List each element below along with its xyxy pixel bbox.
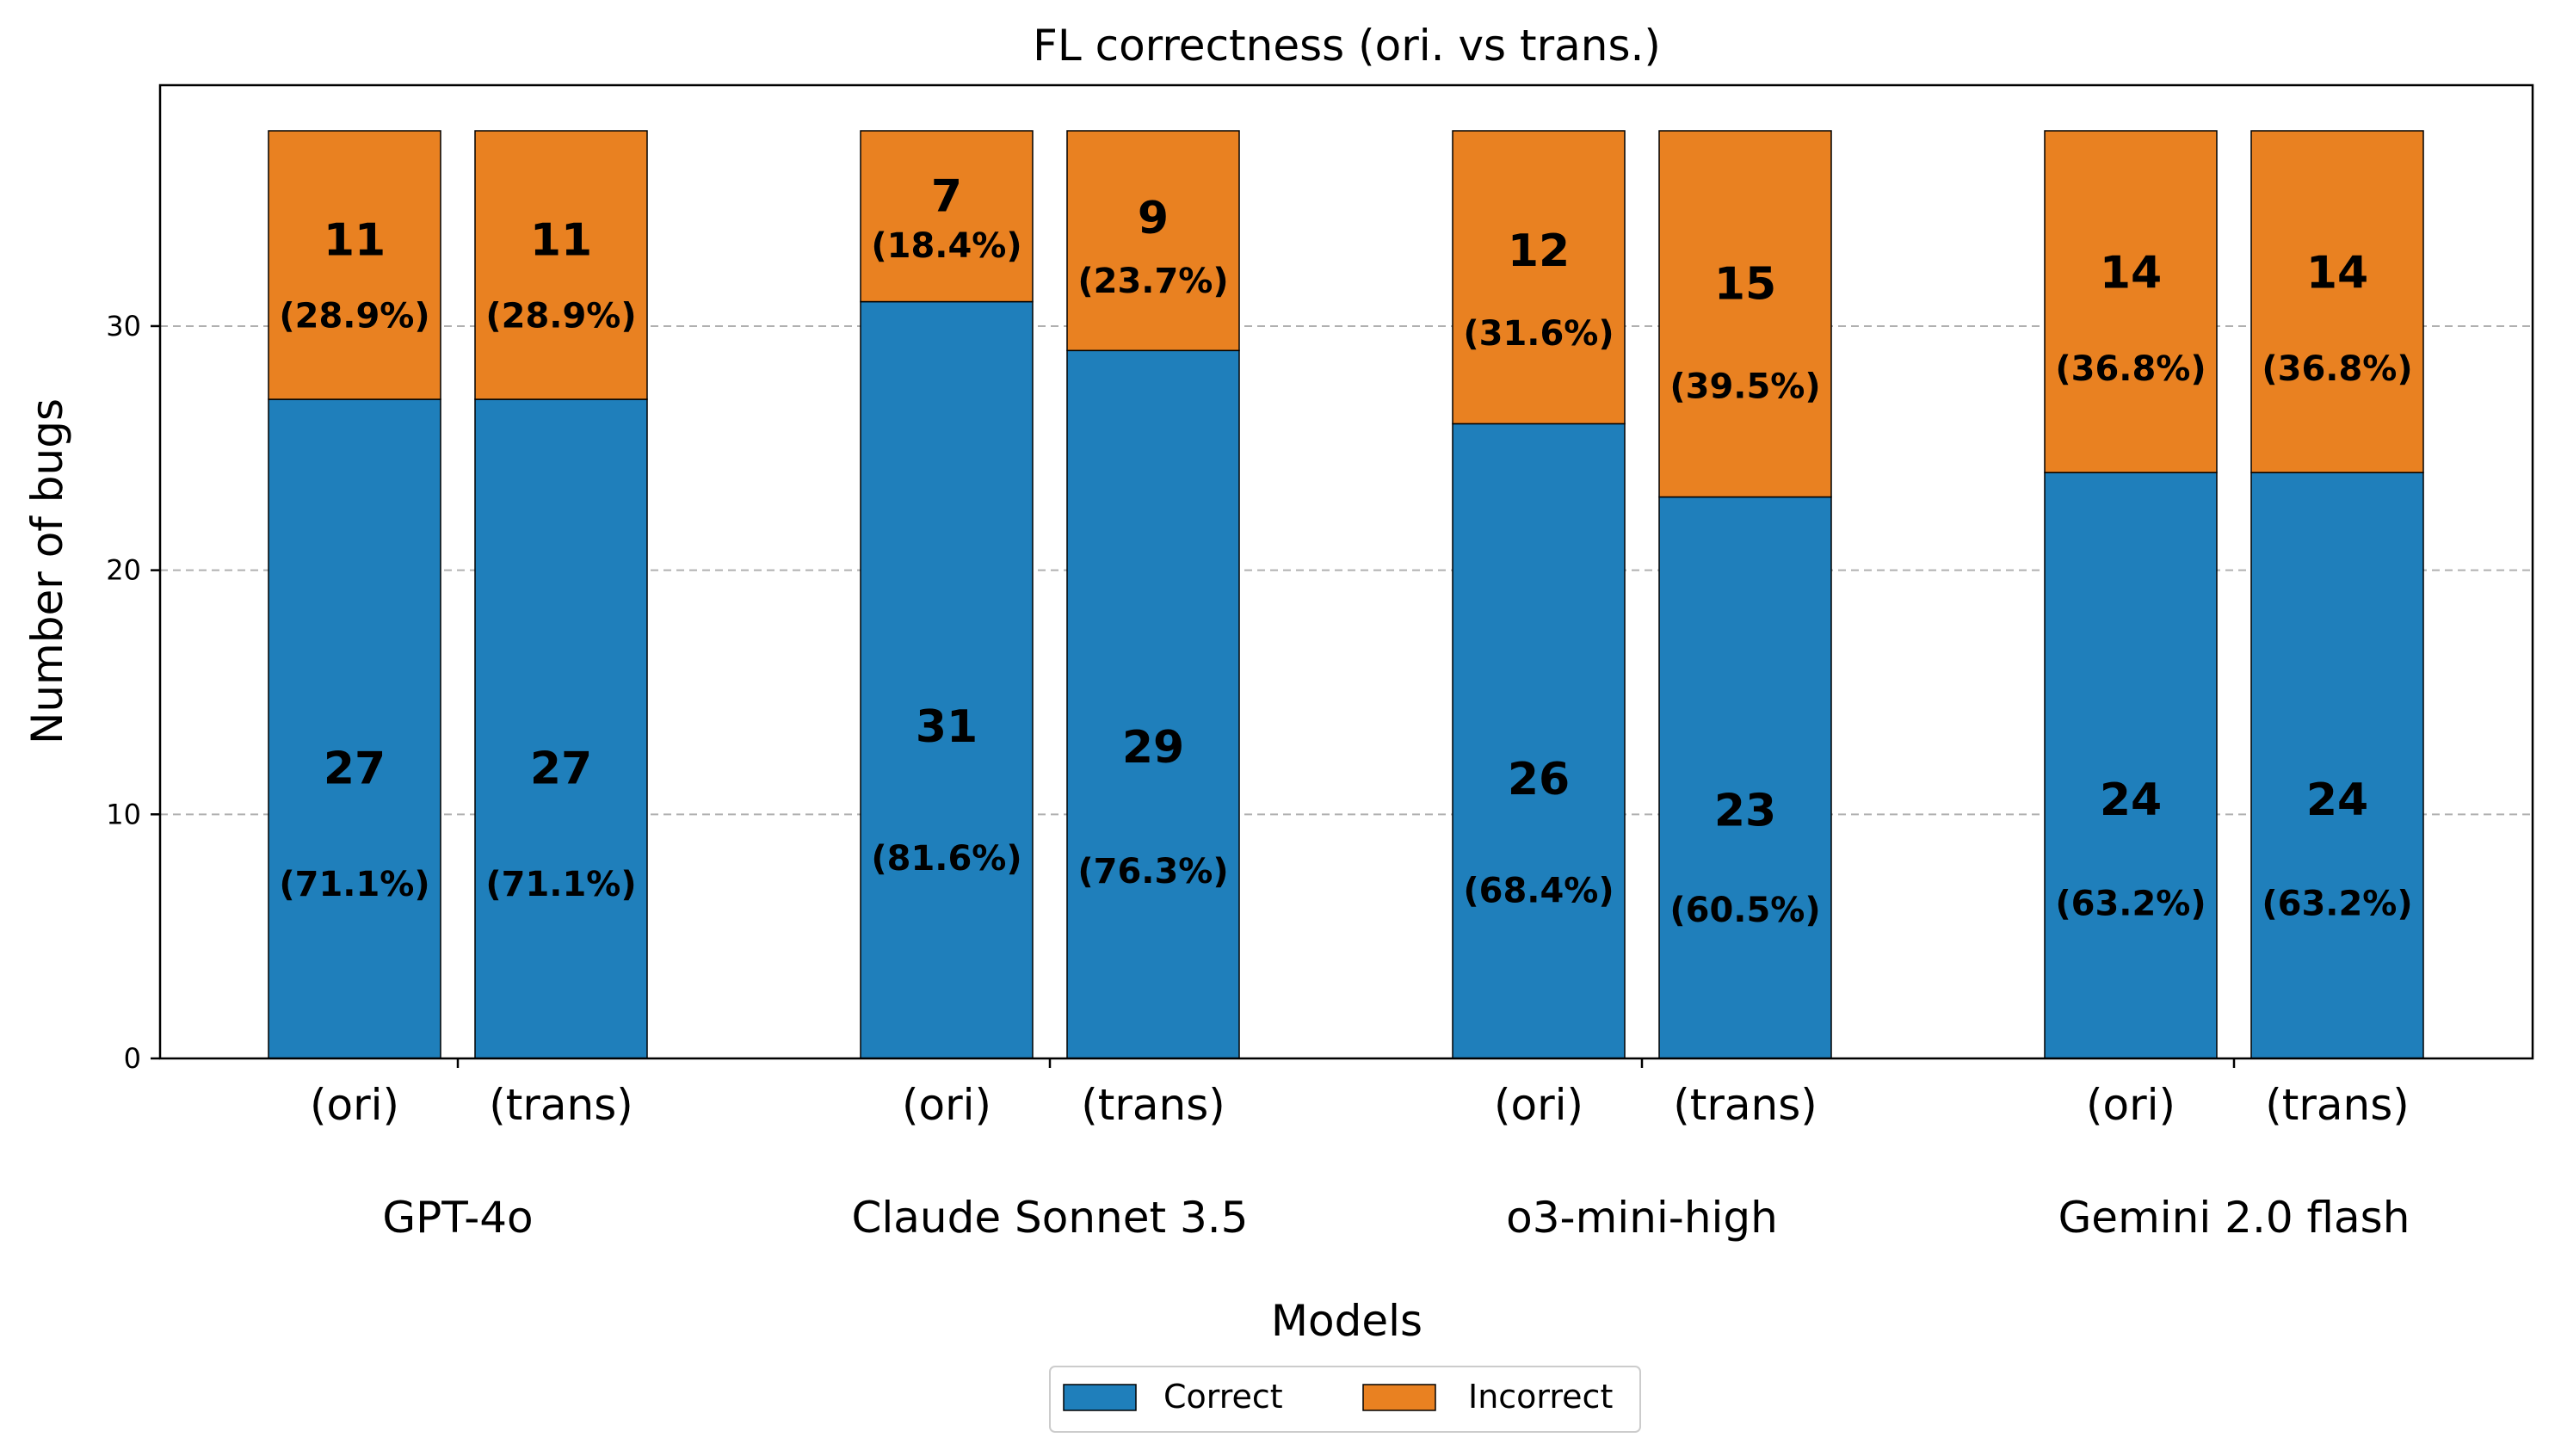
bar-value-label: 31 (916, 701, 978, 753)
legend-box (1049, 1366, 1641, 1433)
x-sub-label: (trans) (2265, 1080, 2410, 1130)
bar-value-label: 29 (1122, 722, 1184, 774)
bar-percent-label: (18.4%) (871, 226, 1021, 266)
y-tick-label: 0 (124, 1042, 141, 1075)
bar-value-label: 7 (931, 170, 962, 222)
x-sub-label: (trans) (1081, 1080, 1225, 1130)
bar-correct (1658, 496, 1832, 1059)
bar-value-label: 26 (1508, 754, 1570, 805)
bar-percent-label: (31.6%) (1463, 314, 1614, 354)
bar-value-label: 14 (2306, 248, 2368, 299)
bar-value-label: 14 (2100, 248, 2162, 299)
bar-correct (1066, 349, 1240, 1059)
bar-correct (860, 300, 1034, 1059)
y-axis: 0 10 20 30 (106, 310, 160, 1075)
x-axis-label: Models (1271, 1296, 1423, 1346)
bar-value-label: 27 (324, 743, 386, 795)
bar-percent-label: (28.9%) (279, 297, 429, 336)
bar-value-label: 9 (1138, 193, 1169, 244)
x-sub-label: (ori) (902, 1080, 991, 1130)
bar-incorrect (860, 130, 1034, 303)
bar-percent-label: (68.4%) (1463, 872, 1614, 911)
x-group-label: Claude Sonnet 3.5 (851, 1193, 1248, 1243)
x-sub-label: (ori) (1494, 1080, 1583, 1130)
x-sub-label: (trans) (489, 1080, 633, 1130)
bar-percent-label: (23.7%) (1077, 262, 1228, 301)
bar-incorrect (2044, 130, 2218, 473)
chart-title: FL correctness (ori. vs trans.) (1033, 21, 1661, 71)
bar-percent-label: (71.1%) (485, 865, 636, 904)
bar-percent-label: (63.2%) (2262, 885, 2412, 924)
bar-percent-label: (63.2%) (2055, 885, 2206, 924)
bar-incorrect (1658, 130, 1832, 498)
x-group-label: GPT-4o (382, 1193, 533, 1243)
bar-value-label: 27 (530, 743, 592, 795)
bar-incorrect (268, 130, 441, 400)
bar-correct (2044, 472, 2218, 1059)
x-axis: GPT-4o (ori) (trans) Claude Sonnet 3.5 (ori)… (310, 1058, 2410, 1243)
x-sub-label: (ori) (310, 1080, 399, 1130)
bar-incorrect (474, 130, 648, 400)
bar-value-label: 23 (1714, 785, 1776, 836)
bar-percent-label: (39.5%) (1669, 367, 1820, 406)
bar-value-label: 11 (324, 214, 386, 266)
y-tick-label: 10 (106, 798, 141, 830)
bar-incorrect (2250, 130, 2424, 473)
bar-percent-label: (36.8%) (2262, 349, 2412, 389)
legend-swatch-correct (1063, 1384, 1137, 1411)
x-group-label: o3-mini-high (1506, 1193, 1778, 1243)
bar-incorrect (1066, 130, 1240, 352)
bar-percent-label: (81.6%) (871, 839, 1021, 879)
bar-percent-label: (36.8%) (2055, 349, 2206, 389)
bar-correct (474, 398, 648, 1059)
bar-value-label: 15 (1714, 258, 1776, 310)
bars: 27 (71.1%) 11 (28.9%) 27 (71.1%) 11 (28.9%) 31 (8… (268, 130, 2424, 1059)
y-tick-label: 30 (106, 310, 141, 342)
legend: Correct Incorrect (1049, 1366, 1641, 1433)
x-group-label: Gemini 2.0 flash (2058, 1193, 2410, 1243)
bar-percent-label: (60.5%) (1669, 891, 1820, 930)
x-sub-label: (trans) (1673, 1080, 1818, 1130)
legend-label-correct: Correct (1163, 1378, 1283, 1416)
x-sub-label: (ori) (2086, 1080, 2175, 1130)
y-axis-label: Number of bugs (22, 398, 72, 744)
bar-value-label: 12 (1508, 225, 1570, 277)
plot-frame (158, 83, 2534, 1060)
bar-incorrect (1452, 130, 1626, 425)
bar-value-label: 24 (2306, 774, 2368, 826)
bar-correct (268, 398, 441, 1059)
y-tick-label: 20 (106, 554, 141, 587)
bar-value-label: 24 (2100, 774, 2162, 826)
bar-correct (1452, 423, 1626, 1059)
bar-percent-label: (28.9%) (485, 297, 636, 336)
bar-correct (2250, 472, 2424, 1059)
legend-swatch-incorrect (1362, 1384, 1436, 1411)
bar-percent-label: (71.1%) (279, 865, 429, 904)
legend-label-incorrect: Incorrect (1468, 1378, 1613, 1416)
bar-value-label: 11 (530, 214, 592, 266)
bar-percent-label: (76.3%) (1077, 852, 1228, 891)
